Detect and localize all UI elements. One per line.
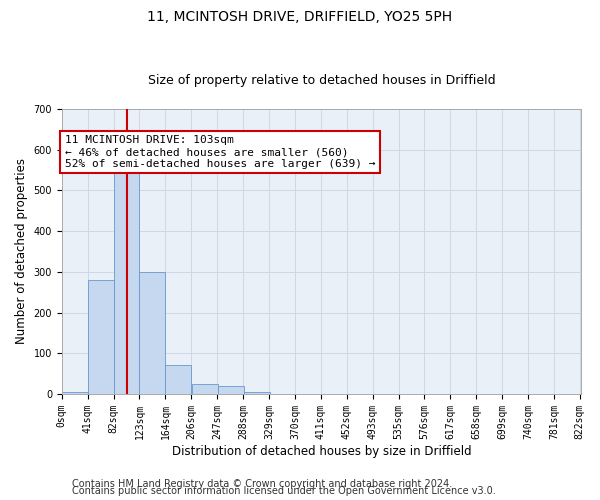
Text: Contains HM Land Registry data © Crown copyright and database right 2024.: Contains HM Land Registry data © Crown c… (72, 479, 452, 489)
Text: 11 MCINTOSH DRIVE: 103sqm
← 46% of detached houses are smaller (560)
52% of semi: 11 MCINTOSH DRIVE: 103sqm ← 46% of detac… (65, 136, 376, 168)
Bar (113, 162, 139, 394)
Bar (88, 280, 113, 394)
Bar (244, 392, 269, 394)
Bar (166, 366, 191, 394)
Bar (218, 386, 244, 394)
Text: Contains public sector information licensed under the Open Government Licence v3: Contains public sector information licen… (72, 486, 496, 496)
Y-axis label: Number of detached properties: Number of detached properties (15, 158, 28, 344)
Bar (192, 384, 218, 394)
Bar (139, 272, 166, 394)
Title: Size of property relative to detached houses in Driffield: Size of property relative to detached ho… (148, 74, 495, 87)
Bar (62, 392, 88, 394)
X-axis label: Distribution of detached houses by size in Driffield: Distribution of detached houses by size … (172, 444, 471, 458)
Text: 11, MCINTOSH DRIVE, DRIFFIELD, YO25 5PH: 11, MCINTOSH DRIVE, DRIFFIELD, YO25 5PH (148, 10, 452, 24)
